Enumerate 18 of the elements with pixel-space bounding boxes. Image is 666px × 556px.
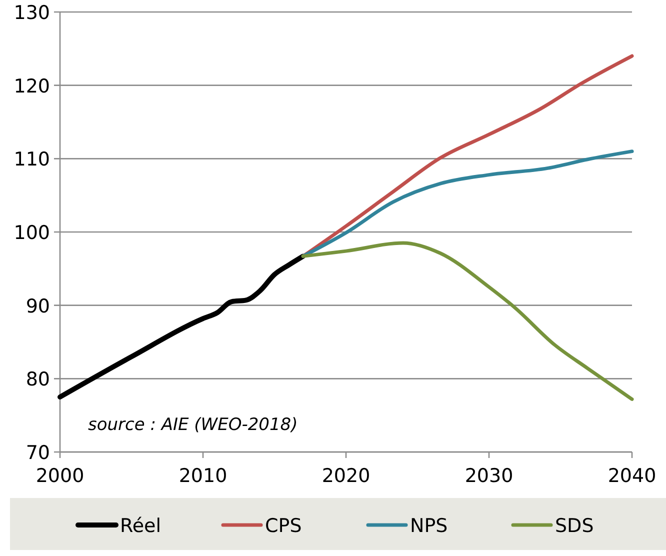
y-tick-label: 90 xyxy=(26,295,50,318)
x-tick-label: 2040 xyxy=(608,465,656,487)
legend-label: SDS xyxy=(555,515,594,537)
legend-label: NPS xyxy=(410,515,448,537)
y-tick-label: 130 xyxy=(14,2,50,24)
x-tick-label: 2010 xyxy=(178,465,228,487)
x-tick-label: 2020 xyxy=(322,465,370,487)
legend-label: Réel xyxy=(120,515,162,537)
y-tick-label: 80 xyxy=(26,368,50,391)
x-tick-label: 2000 xyxy=(36,465,84,487)
y-tick-label: 100 xyxy=(14,222,50,244)
line-series xyxy=(301,241,634,401)
annotation: source : AIE (WEO-2018) xyxy=(88,415,298,435)
y-tick-label: 120 xyxy=(14,75,50,98)
x-tick-label: 2030 xyxy=(464,465,514,487)
y-tick-label: 70 xyxy=(26,442,50,464)
y-tick-label: 110 xyxy=(14,148,50,171)
legend-label: CPS xyxy=(265,515,302,537)
